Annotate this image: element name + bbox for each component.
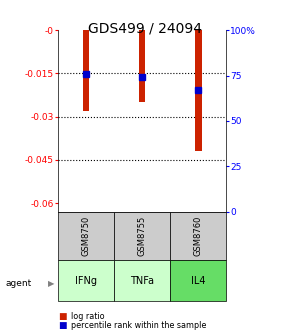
Bar — [114, 260, 170, 301]
Text: IFNg: IFNg — [75, 276, 97, 286]
Bar — [170, 212, 226, 260]
Text: log ratio: log ratio — [71, 312, 105, 321]
Text: GSM8760: GSM8760 — [194, 216, 203, 256]
Text: ■: ■ — [58, 322, 66, 330]
Bar — [170, 260, 226, 301]
Bar — [195, 30, 202, 151]
Text: ■: ■ — [58, 312, 66, 321]
Bar — [83, 30, 89, 111]
Text: TNFa: TNFa — [130, 276, 154, 286]
Text: GSM8750: GSM8750 — [81, 216, 90, 256]
Text: IL4: IL4 — [191, 276, 205, 286]
Bar — [58, 212, 114, 260]
Bar — [114, 212, 170, 260]
Bar — [58, 260, 114, 301]
Text: GSM8755: GSM8755 — [137, 216, 147, 256]
Text: GDS499 / 24094: GDS499 / 24094 — [88, 22, 202, 36]
Text: agent: agent — [6, 280, 32, 288]
Bar — [139, 30, 146, 102]
Text: percentile rank within the sample: percentile rank within the sample — [71, 322, 206, 330]
Text: ▶: ▶ — [48, 280, 54, 288]
